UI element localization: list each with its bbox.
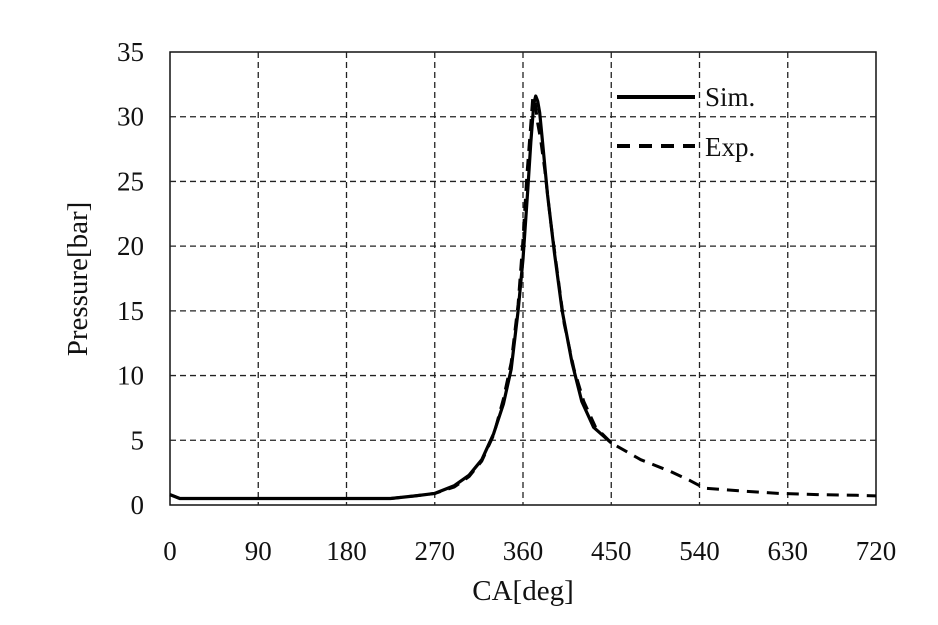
x-tick-label: 90 xyxy=(245,536,272,566)
legend-label-exp: Exp. xyxy=(705,132,755,162)
grid xyxy=(170,52,876,505)
x-tick-label: 360 xyxy=(503,536,544,566)
x-tick-label: 450 xyxy=(591,536,632,566)
series xyxy=(169,94,877,501)
x-tick-label: 180 xyxy=(326,536,367,566)
x-tick-label: 270 xyxy=(415,536,456,566)
y-tick-labels: 0 5 10 15 20 25 30 35 xyxy=(117,37,144,520)
series-line-sim xyxy=(169,94,613,501)
legend: Sim. Exp. xyxy=(617,82,755,162)
y-tick-label: 35 xyxy=(117,37,144,67)
y-tick-label: 5 xyxy=(131,425,145,455)
x-tick-label: 0 xyxy=(163,536,177,566)
y-tick-label: 30 xyxy=(117,102,144,132)
y-tick-label: 10 xyxy=(117,361,144,391)
x-tick-labels: 0 90 180 270 360 450 540 630 720 xyxy=(163,536,896,566)
x-tick-label: 720 xyxy=(856,536,897,566)
y-tick-label: 25 xyxy=(117,166,144,196)
y-tick-label: 15 xyxy=(117,296,144,326)
legend-label-sim: Sim. xyxy=(705,82,755,112)
x-tick-label: 630 xyxy=(768,536,809,566)
y-tick-label: 20 xyxy=(117,231,144,261)
x-tick-label: 540 xyxy=(679,536,720,566)
y-axis-title: Pressure[bar] xyxy=(62,202,94,357)
y-tick-label: 0 xyxy=(131,490,145,520)
x-axis-title: CA[deg] xyxy=(472,575,573,607)
